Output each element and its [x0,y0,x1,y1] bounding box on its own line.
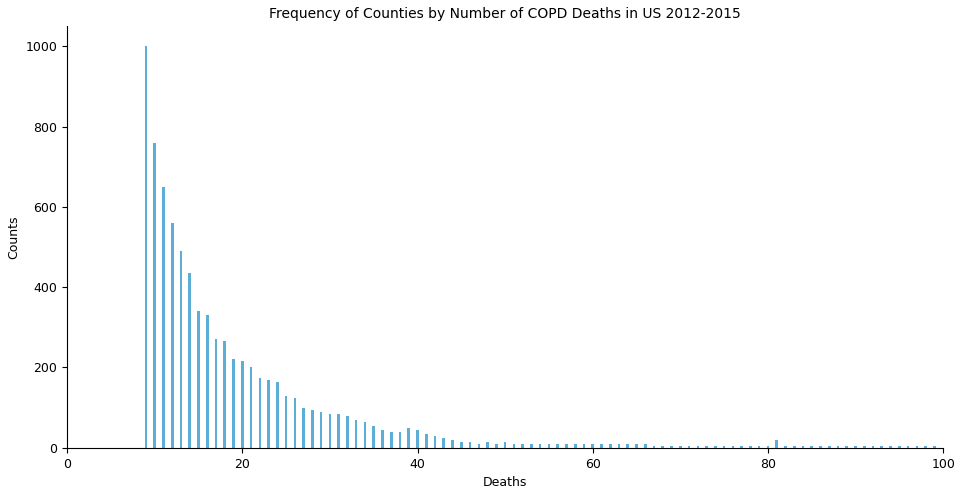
Bar [608,444,611,448]
Bar [643,444,646,448]
Bar [337,414,339,448]
Bar [477,444,480,448]
Bar [319,412,322,448]
Bar [495,444,497,448]
Bar [398,432,401,448]
Bar [555,444,558,448]
Bar [897,446,899,448]
Bar [836,446,838,448]
Bar [696,446,699,448]
Bar [574,444,576,448]
Bar [582,444,584,448]
Bar [232,360,234,448]
Title: Frequency of Counties by Number of COPD Deaths in US 2012-2015: Frequency of Counties by Number of COPD … [269,7,740,21]
Bar [171,223,173,448]
Bar [512,444,515,448]
Bar [879,446,882,448]
Bar [538,444,541,448]
Bar [871,446,874,448]
Bar [442,438,445,448]
Bar [600,444,603,448]
Bar [792,446,795,448]
Bar [293,398,296,448]
Bar [730,446,733,448]
Bar [704,446,707,448]
Bar [250,368,252,448]
Bar [653,446,654,448]
Bar [521,444,524,448]
Bar [661,446,663,448]
Bar [678,446,681,448]
Bar [713,446,716,448]
Bar [310,410,313,448]
Bar [363,422,366,448]
Bar [267,379,270,448]
Bar [206,315,209,448]
Bar [853,446,856,448]
Bar [407,428,409,448]
Bar [433,435,436,448]
Bar [766,446,769,448]
Bar [144,46,147,448]
Bar [180,251,182,448]
Bar [845,446,848,448]
Bar [355,420,357,448]
Bar [214,339,217,448]
Bar [302,408,305,448]
Bar [197,311,200,448]
Bar [530,444,532,448]
Bar [722,446,725,448]
Bar [591,444,593,448]
Bar [862,446,865,448]
Bar [329,414,331,448]
Bar [372,426,375,448]
Bar [670,446,672,448]
Bar [819,446,821,448]
Bar [749,446,751,448]
Bar [504,442,505,448]
Bar [547,444,550,448]
Bar [634,444,637,448]
Bar [617,444,620,448]
Bar [153,143,156,448]
Bar [381,430,383,448]
Bar [827,446,829,448]
Bar [564,444,567,448]
Bar [801,446,803,448]
Bar [775,440,777,448]
Bar [924,446,926,448]
Bar [459,442,462,448]
Bar [241,362,243,448]
Bar [687,446,690,448]
X-axis label: Deaths: Deaths [482,476,527,489]
Bar [188,273,191,448]
Bar [223,341,226,448]
Bar [485,442,488,448]
Y-axis label: Counts: Counts [7,215,20,259]
Bar [162,187,164,448]
Bar [425,434,427,448]
Bar [888,446,891,448]
Bar [932,446,935,448]
Bar [284,396,287,448]
Bar [783,446,786,448]
Bar [451,440,454,448]
Bar [416,430,418,448]
Bar [259,377,260,448]
Bar [468,442,471,448]
Bar [906,446,908,448]
Bar [346,416,349,448]
Bar [809,446,812,448]
Bar [915,446,917,448]
Bar [389,432,392,448]
Bar [740,446,742,448]
Bar [626,444,628,448]
Bar [757,446,760,448]
Bar [276,381,279,448]
